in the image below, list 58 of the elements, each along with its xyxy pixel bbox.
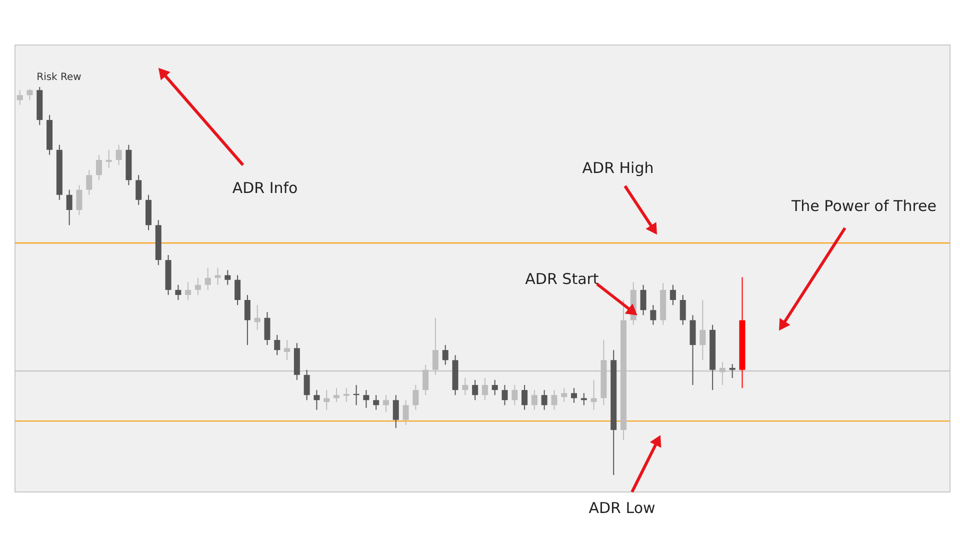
candlestick: [680, 294, 686, 326]
candlestick: [442, 344, 448, 366]
candlestick: [254, 304, 260, 330]
candlestick: [373, 394, 380, 410]
candlestick: [363, 390, 370, 408]
candlestick: [402, 400, 409, 426]
annotation: ADR High: [582, 159, 654, 177]
candlestick: [590, 379, 597, 410]
candlestick: [26, 88, 33, 101]
candlestick: [343, 388, 350, 403]
candlestick: [204, 267, 211, 290]
candlestick: [580, 392, 587, 406]
candlestick: [472, 379, 478, 401]
candlestick: [462, 378, 468, 396]
candlestick: [185, 282, 192, 301]
candlestick: [314, 390, 320, 410]
candlestick: [194, 277, 201, 296]
candlestick: [224, 270, 231, 286]
candlestick: [116, 144, 122, 166]
candlestick: [729, 364, 736, 378]
candlestick: [522, 384, 528, 410]
candlestick: [640, 284, 646, 316]
candlestick: [106, 149, 112, 169]
candlestick: [551, 390, 558, 410]
candlestick: [284, 339, 290, 361]
candlestick: [382, 394, 389, 413]
candlestick: [274, 334, 280, 356]
candlestick: [304, 369, 310, 401]
annotation: ADR Start: [525, 270, 599, 288]
candlestick: [492, 379, 498, 396]
candlestick: [571, 388, 578, 404]
candlestick: [700, 300, 706, 361]
candlestick: [334, 388, 340, 403]
candlestick: [175, 284, 182, 301]
candlestick: [324, 390, 330, 410]
candlestick: [234, 274, 241, 306]
text: The Power of Three: [790, 197, 936, 215]
candlestick: [392, 394, 399, 429]
candlestick: [214, 267, 221, 286]
candlestick: [412, 384, 419, 410]
candlestick: [96, 154, 102, 181]
candlestick: [66, 189, 72, 226]
text: Risk Rew: [36, 72, 82, 83]
candlestick: [541, 390, 548, 410]
candlestick: [502, 384, 508, 406]
annotation: ADR Info: [232, 179, 298, 197]
candlestick: [561, 388, 568, 403]
candlestick: [136, 174, 142, 206]
candlestick: [512, 384, 518, 406]
candlestick: [264, 312, 270, 346]
candlestick: [531, 390, 538, 410]
candlestick: [76, 184, 82, 216]
text: ADR Low: [588, 499, 656, 517]
candlestick: [670, 284, 676, 306]
candlestick: [86, 170, 92, 196]
candlestick: [244, 294, 250, 346]
candlestick: [650, 304, 656, 326]
candlestick: [482, 378, 488, 401]
